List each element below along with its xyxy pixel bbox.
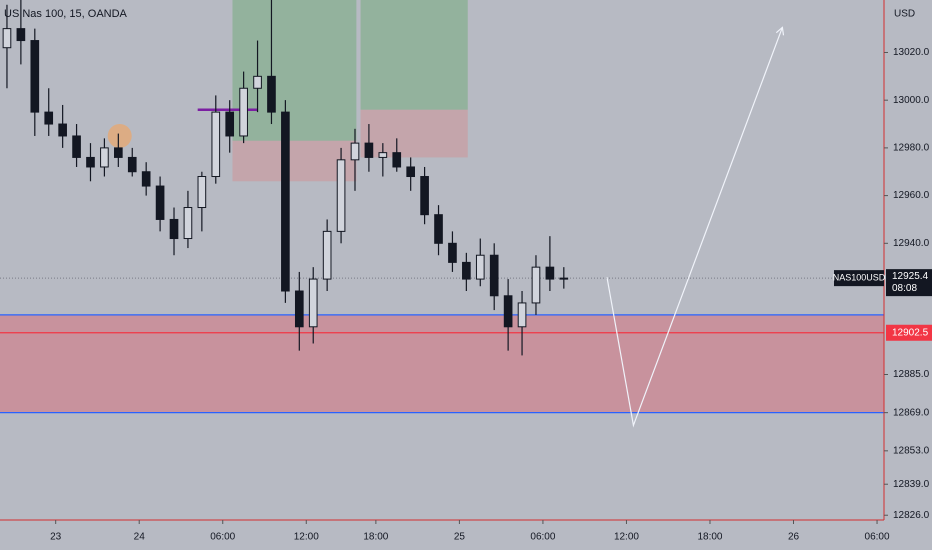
level-price-bg <box>886 324 932 341</box>
y-tick-label: 13020.0 <box>893 47 930 58</box>
candle-body <box>44 111 54 125</box>
y-tick-label: 13000.0 <box>893 95 930 106</box>
y-tick-label: 12869.0 <box>893 407 930 418</box>
candle-body <box>462 261 471 280</box>
candle-body <box>141 171 151 187</box>
candle-body <box>127 156 137 173</box>
arrow-head <box>775 26 785 36</box>
candle-body <box>350 142 360 161</box>
x-tick-label: 18:00 <box>363 532 388 543</box>
demand-zone <box>0 314 884 413</box>
x-tick-label: 24 <box>134 532 146 543</box>
y-tick-label: 12940.0 <box>893 238 930 249</box>
candle-body <box>100 147 109 168</box>
candle-body <box>155 185 165 220</box>
candle-body <box>517 302 527 328</box>
candle-body <box>225 111 235 137</box>
x-tick-label: 06:00 <box>210 532 235 543</box>
currency: USD <box>894 9 915 20</box>
candle-body <box>545 266 555 280</box>
candle-body <box>30 40 40 113</box>
candle-body <box>378 152 388 158</box>
plot-area <box>0 0 884 428</box>
candle-body <box>72 135 81 158</box>
candle-body <box>448 242 457 263</box>
candle-body <box>183 207 193 240</box>
symbol-label-bg <box>834 270 884 287</box>
position-loss <box>232 140 357 182</box>
candle-body <box>489 254 499 297</box>
candle-body <box>86 156 95 168</box>
candle-body <box>281 111 290 292</box>
candle-body <box>294 290 304 328</box>
candle-body <box>58 123 67 137</box>
last-price-label: 12925.4 <box>892 271 929 282</box>
candle-body <box>503 295 513 328</box>
x-tick-label: 06:00 <box>865 532 890 543</box>
candle-body <box>169 218 179 240</box>
position-profit <box>232 0 357 141</box>
x-tick-label: 06:00 <box>530 532 555 543</box>
level-price-label: 12902.5 <box>892 327 929 338</box>
candle-body <box>308 278 318 328</box>
position-profit <box>360 0 468 110</box>
candle-body <box>114 147 123 158</box>
y-tick-label: 12839.0 <box>893 479 930 490</box>
x-tick-label: 23 <box>50 532 62 543</box>
x-tick-label: 12:00 <box>614 532 639 543</box>
y-tick-label: 12885.0 <box>893 369 930 380</box>
candle-body <box>406 166 416 178</box>
x-tick-label: 12:00 <box>294 532 319 543</box>
candle-body <box>392 152 402 168</box>
x-tick-label: 25 <box>454 532 466 543</box>
candle-body <box>322 230 332 280</box>
candle-body <box>434 214 443 244</box>
candle-body <box>475 254 485 280</box>
position-loss <box>360 109 468 158</box>
y-tick-label: 12853.0 <box>893 445 930 456</box>
x-tick-label: 26 <box>788 532 800 543</box>
candle-body <box>364 142 374 158</box>
candle-body <box>197 176 207 209</box>
last-price-bg <box>886 269 932 297</box>
marker-circle <box>107 123 132 148</box>
candle-body <box>267 75 276 113</box>
candle-body <box>211 111 221 178</box>
y-tick-label: 12826.0 <box>893 510 930 521</box>
candle-body <box>253 75 262 89</box>
y-tick-label: 12960.0 <box>893 190 930 201</box>
candle-body <box>336 159 346 232</box>
candle-body <box>420 176 429 216</box>
chart-title: US Nas 100, 15, OANDA <box>4 8 128 20</box>
symbol-label: NAS100USD <box>833 273 886 283</box>
countdown: 08:08 <box>892 283 917 294</box>
candle-body <box>16 28 26 42</box>
candle-body <box>531 266 541 304</box>
candle-body <box>2 28 12 49</box>
projection-arrow <box>606 27 783 428</box>
candle-body <box>559 277 569 280</box>
x-tick-label: 18:00 <box>697 532 722 543</box>
y-tick-label: 12980.0 <box>893 143 930 154</box>
candle-body <box>239 87 248 137</box>
